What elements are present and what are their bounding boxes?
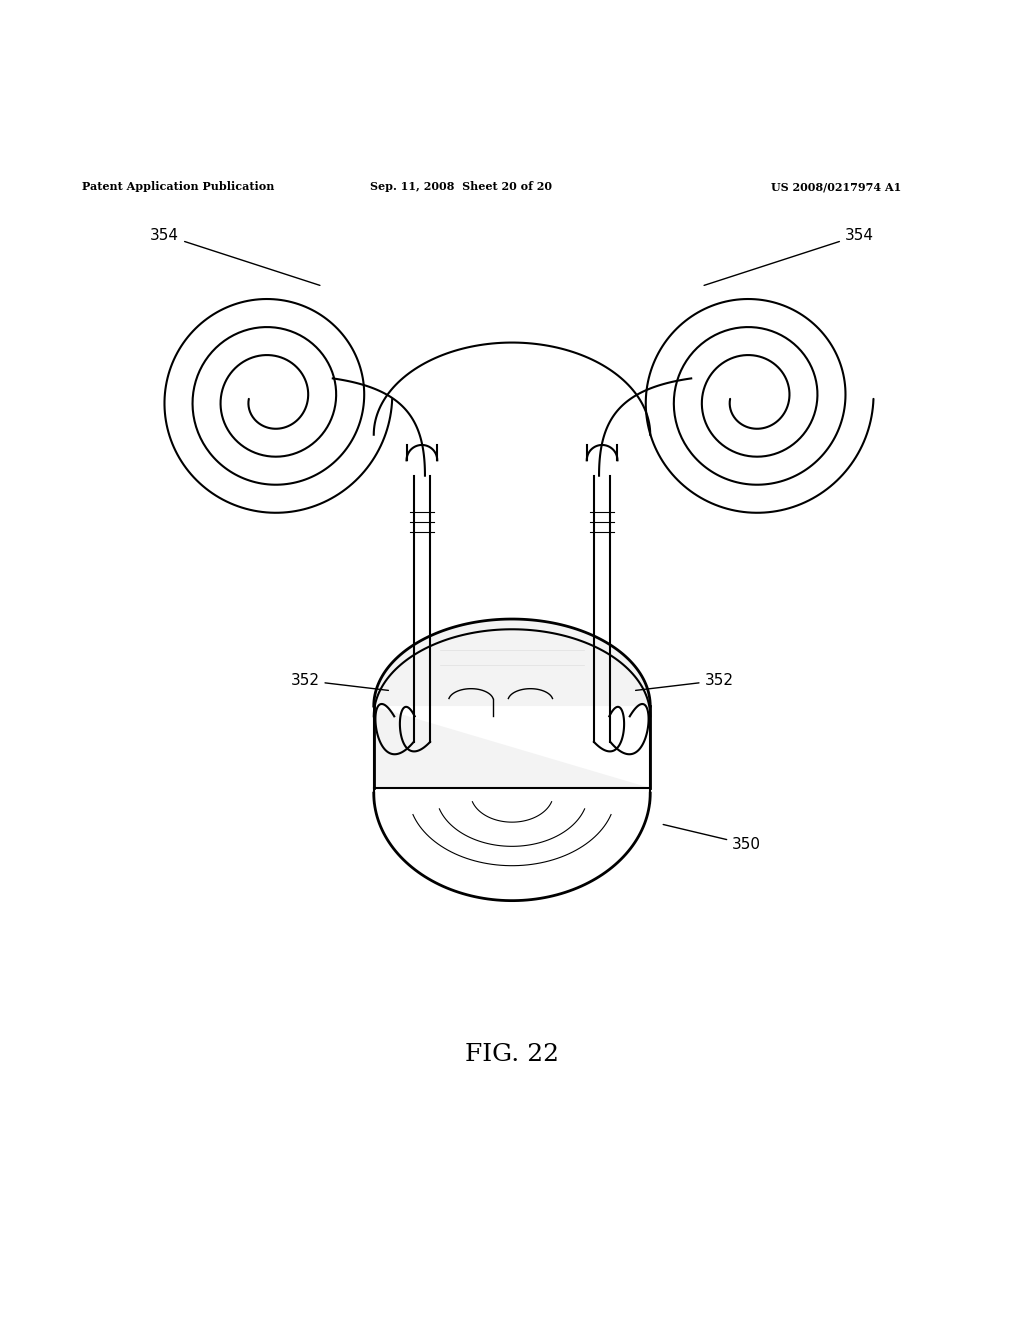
Text: 354: 354 xyxy=(151,227,319,285)
Text: Sep. 11, 2008  Sheet 20 of 20: Sep. 11, 2008 Sheet 20 of 20 xyxy=(370,181,552,193)
Text: US 2008/0217974 A1: US 2008/0217974 A1 xyxy=(771,181,901,193)
Text: 354: 354 xyxy=(705,227,873,285)
Text: FIG. 22: FIG. 22 xyxy=(465,1043,559,1065)
Text: 352: 352 xyxy=(636,673,733,690)
Text: 352: 352 xyxy=(291,673,388,690)
Text: Patent Application Publication: Patent Application Publication xyxy=(82,181,274,193)
Polygon shape xyxy=(374,619,650,788)
Text: 350: 350 xyxy=(664,825,761,851)
